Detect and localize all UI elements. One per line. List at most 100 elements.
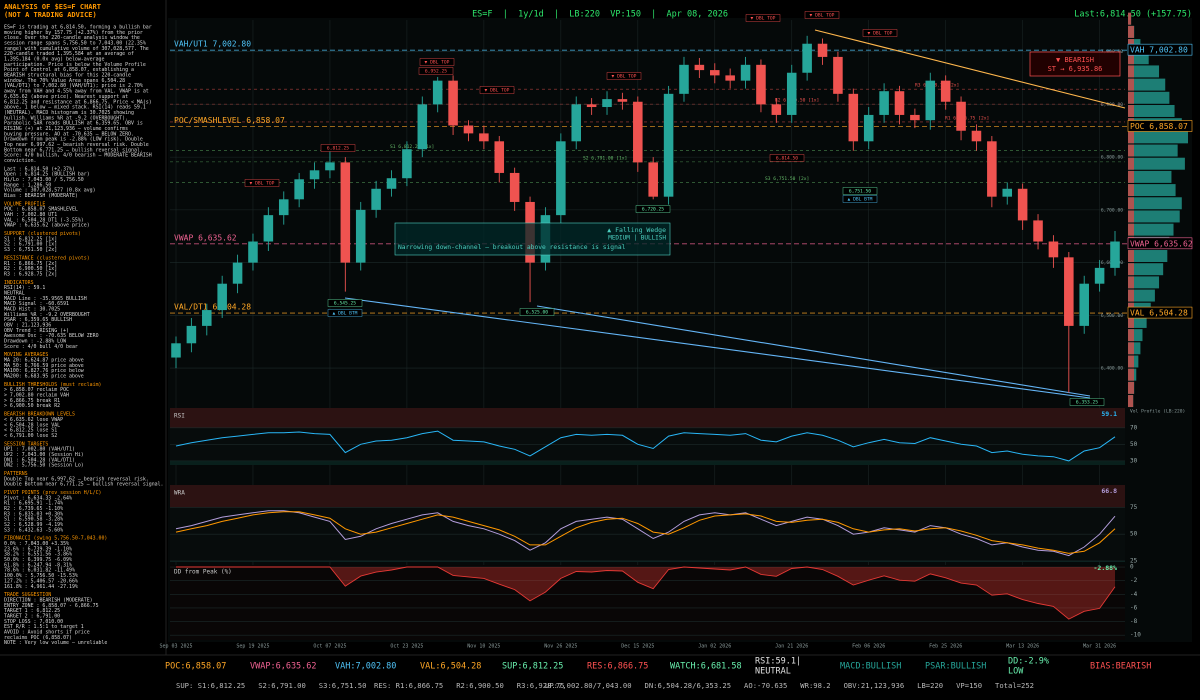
annotation: 6,720.25	[642, 207, 664, 213]
section-line: < 6,635.62 lose VWAP	[4, 417, 63, 423]
annotation-box	[1069, 398, 1105, 406]
annotation: ▼ DBL TOP	[751, 16, 776, 22]
candle-body	[232, 262, 243, 284]
annotation-box	[327, 299, 363, 307]
level-tag: VAH 7,002.80	[1130, 46, 1188, 55]
candle-body	[1094, 267, 1105, 284]
annotation-box	[842, 187, 878, 195]
volume-bar-edge	[1128, 78, 1134, 91]
annotation: 6,814.50	[776, 156, 798, 162]
annotation-box	[635, 205, 671, 213]
volume-bar	[1128, 250, 1168, 263]
section-line: Williams %R : -9.2 OVERBOUGHT	[4, 312, 90, 318]
section-heading: PIVOT POINTS (prev session H/L/C)	[4, 490, 101, 496]
candle-body	[432, 80, 443, 105]
volume-bar-edge	[1128, 91, 1134, 104]
summary-line: 6,812.25 and resistance at 6,866.75. Pri…	[4, 99, 152, 105]
drawdown-area	[176, 567, 1115, 620]
x-tick-label: Oct 23 2025	[390, 644, 423, 650]
section-line: MA200: 6,683.95 price above	[4, 374, 84, 380]
section-line: Range : 1,286.50	[4, 182, 51, 188]
candle-body	[940, 80, 951, 102]
section-line: < 6,791.00 lose S2	[4, 433, 57, 439]
volume-bar-edge	[1128, 395, 1134, 408]
summary-line: participation. Price is below the Volume…	[4, 62, 146, 68]
y-tick-label: 50	[1130, 441, 1138, 448]
volume-bar-edge	[1128, 104, 1134, 117]
level-tag-box	[1127, 120, 1193, 132]
section-line: MACD Hist : 30.7025	[4, 306, 60, 312]
volume-bar	[1128, 315, 1147, 328]
section-heading: SESSION TARGETS	[4, 441, 48, 447]
summary-line: 220-candle traded 1,395,584 at an averag…	[4, 51, 134, 57]
last-value: 66.8	[1101, 487, 1117, 495]
annotation-box	[244, 179, 280, 187]
section-line: VAL : 6,504.28 DT1 (-3.55%)	[4, 217, 84, 223]
level-label: VAL/DT1 6,504.28	[174, 303, 251, 312]
candle-body	[740, 64, 751, 81]
summary-line: buying pressure. AO at -70.635 — BELOW Z…	[4, 131, 134, 137]
section-line: DIRECTION : BEARISH (MODERATE)	[4, 597, 93, 603]
section-line: PSAR : 6,359.65 BULLISH	[4, 317, 72, 323]
candle-body	[417, 104, 428, 150]
y-tick-label: 75	[1130, 504, 1138, 511]
status-item: SUP:6,812.25	[502, 662, 563, 672]
volume-bar	[1128, 131, 1188, 144]
candle-body	[355, 209, 366, 263]
section-line: R3 : 6,928.75 [2x]	[4, 271, 57, 277]
y-tick-label: -10	[1130, 632, 1141, 639]
section-line: MA 50: 6,766.59 price above	[4, 363, 84, 369]
candle-body	[817, 43, 828, 57]
volume-bar-edge	[1128, 250, 1134, 263]
panel-title: DD from Peak (%)	[174, 569, 232, 576]
section-line: OBV Trend : RISING (+)	[4, 328, 69, 334]
candle-body	[802, 43, 812, 73]
candle-body	[294, 179, 304, 200]
ticker-line: ES=F | 1y/1d | LB:220 VP:150 | Apr 08, 2…	[472, 10, 728, 20]
section-line: OBV : 21,123,936	[4, 322, 51, 328]
section-line: DN2 : 5,756.50 (Session Lo)	[4, 463, 84, 469]
trendline	[814, 29, 1126, 109]
section-heading: FIBONACCI (swing 5,756.50-7,043.00)	[4, 536, 107, 542]
annotation: ▼ DBL TOP	[612, 74, 637, 80]
section-line: R2 : 6,739.65 -1.10%	[4, 506, 63, 512]
annotation: 6,751.50	[849, 189, 871, 195]
annotation: 6,812.25	[327, 146, 349, 152]
annotation-box	[745, 14, 781, 22]
candle-body	[833, 56, 843, 94]
section-line: MACD Signal : -60.6591	[4, 301, 69, 307]
candle-body	[494, 141, 505, 173]
candle-body	[448, 80, 458, 126]
y-tick-label: 6,500.00	[1101, 313, 1123, 319]
status-item: RES:6,866.75	[587, 662, 648, 672]
section-heading: BULLISH THRESHOLDS (must reclaim)	[4, 382, 101, 388]
summary-line: (NEUTRAL). MACD histogram is 30.7025 sho…	[4, 110, 134, 116]
y-tick-label: 25	[1130, 557, 1138, 564]
y-tick-label: -6	[1130, 604, 1138, 611]
section-line: S3 : 6,432.63 -5.60%	[4, 527, 63, 533]
section-line: MA100: 6,827.76 price below	[4, 368, 84, 374]
volume-bar-edge	[1128, 170, 1134, 183]
y-tick-label: 70	[1130, 424, 1138, 431]
candle-body	[848, 93, 859, 142]
candle-body	[217, 283, 227, 311]
section-line: R3 : 6,835.03 +0.30%	[4, 511, 63, 517]
candle-body	[1033, 220, 1043, 242]
candle-body	[1002, 188, 1013, 197]
section-line: R2 : 6,900.50 [1x]	[4, 266, 57, 272]
x-tick-label: Mar 31 2026	[1083, 644, 1116, 650]
overbought-band	[170, 485, 1125, 508]
section-line: DN1 : 6,504.28 (VAL/DT1)	[4, 457, 75, 463]
annotation-box	[842, 195, 878, 203]
candle-body	[479, 133, 489, 142]
status-item: MACD:BULLISH	[840, 662, 901, 672]
section-line: S1 : 6,590.58 -3.28%	[4, 517, 63, 523]
bias-box	[1029, 51, 1121, 77]
candle-body	[1110, 241, 1120, 268]
candle-body	[709, 70, 720, 76]
pivot-label: R3 6,928.75 [2x]	[915, 83, 959, 89]
section-line: S2 : 6,791.00 [1x]	[4, 242, 57, 248]
section-line: Drawdown : -2.88% LOW	[4, 339, 66, 345]
volume-bar-edge	[1128, 131, 1134, 144]
